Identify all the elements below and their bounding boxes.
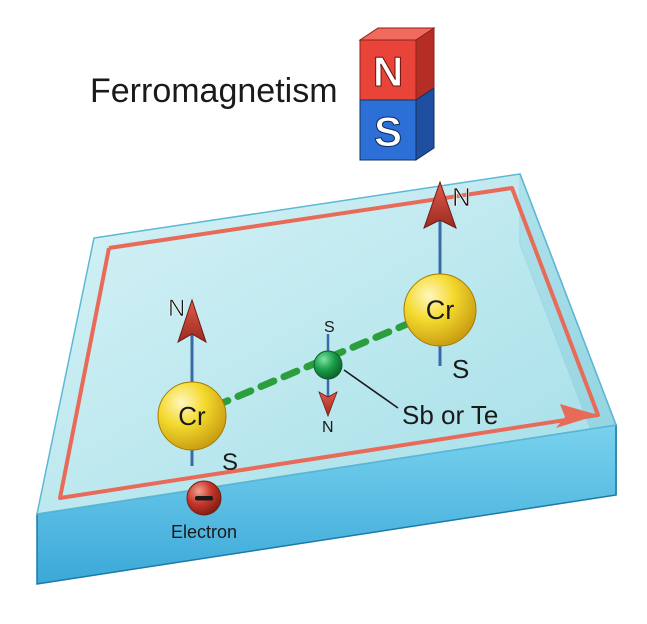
- cr-left-s: S: [222, 449, 238, 476]
- cr-right-n: N: [452, 182, 471, 212]
- magnet-n-label: N: [373, 48, 403, 95]
- mediator-s: S: [324, 319, 335, 336]
- electron-label: Electron: [171, 522, 237, 542]
- cr-right-s: S: [452, 354, 469, 384]
- mediator-n: N: [322, 419, 334, 436]
- page-title: Ferromagnetism: [90, 72, 338, 110]
- mediator-label: Sb or Te: [402, 400, 498, 430]
- bar-magnet: N S: [360, 28, 434, 160]
- magnet-s-label: S: [374, 108, 402, 155]
- cr-left-label: Cr: [178, 401, 206, 431]
- cr-left-n: N: [168, 295, 185, 322]
- cr-right-label: Cr: [426, 295, 455, 325]
